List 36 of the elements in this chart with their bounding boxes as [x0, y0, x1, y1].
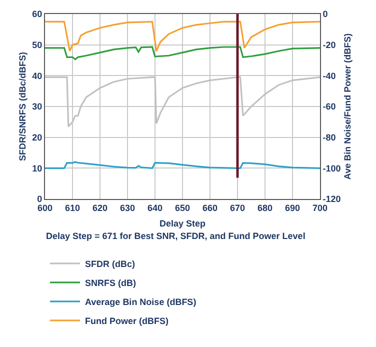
line-series: [45, 161, 320, 169]
y2-tick-label: -20: [322, 40, 336, 50]
legend-label: SFDR (dBc): [85, 258, 135, 269]
x-tick-label: 630: [120, 202, 136, 213]
y-tick-label: 10: [32, 163, 42, 174]
legend-label: SNRFS (dB): [85, 278, 136, 288]
y2-tick-label: 0: [322, 9, 328, 20]
y-axis-title: SFDR/SNRFS (dBc/dBFS): [18, 52, 28, 161]
x-tick-label: 610: [64, 202, 80, 213]
y-tick-label: 50: [32, 40, 42, 50]
y2-tick-label: -40: [322, 70, 336, 81]
y2-tick-label: -120: [322, 194, 341, 204]
y2-tick-label: -80: [322, 132, 336, 142]
x-tick-label: 670: [230, 202, 246, 213]
y2-axis-title: Ave Bin Noise/Fund Power (dBFS): [342, 33, 353, 180]
x-tick-label: 690: [284, 202, 300, 213]
y2-tick-label: -100: [322, 163, 341, 174]
y-tick-label: 60: [32, 9, 42, 20]
y-tick-label: 40: [32, 70, 42, 81]
text: Delay Step = 671 for Best SNR, SFDR, and Fund Power Level: [46, 231, 306, 241]
legend-label: Average Bin Noise (dBFS): [85, 296, 196, 307]
legend-label: Fund Power (dBFS): [85, 316, 168, 326]
line-series: [45, 20, 320, 52]
x-tick-label: 650: [174, 202, 190, 213]
x-tick-label: 660: [202, 202, 218, 213]
y-tick-label: 20: [32, 132, 42, 142]
y2-tick-label: -60: [322, 102, 336, 112]
x-tick-label: 700: [312, 202, 328, 213]
x-tick-label: 600: [37, 202, 53, 213]
y-tick-label: 30: [32, 102, 42, 112]
x-tick-label: 680: [257, 202, 273, 213]
x-tick-label: 640: [147, 202, 163, 213]
line-series: [45, 46, 320, 60]
x-tick-label: 620: [92, 202, 108, 213]
y-tick-label: 0: [37, 194, 42, 204]
x-axis-title: Delay Step: [159, 218, 206, 229]
